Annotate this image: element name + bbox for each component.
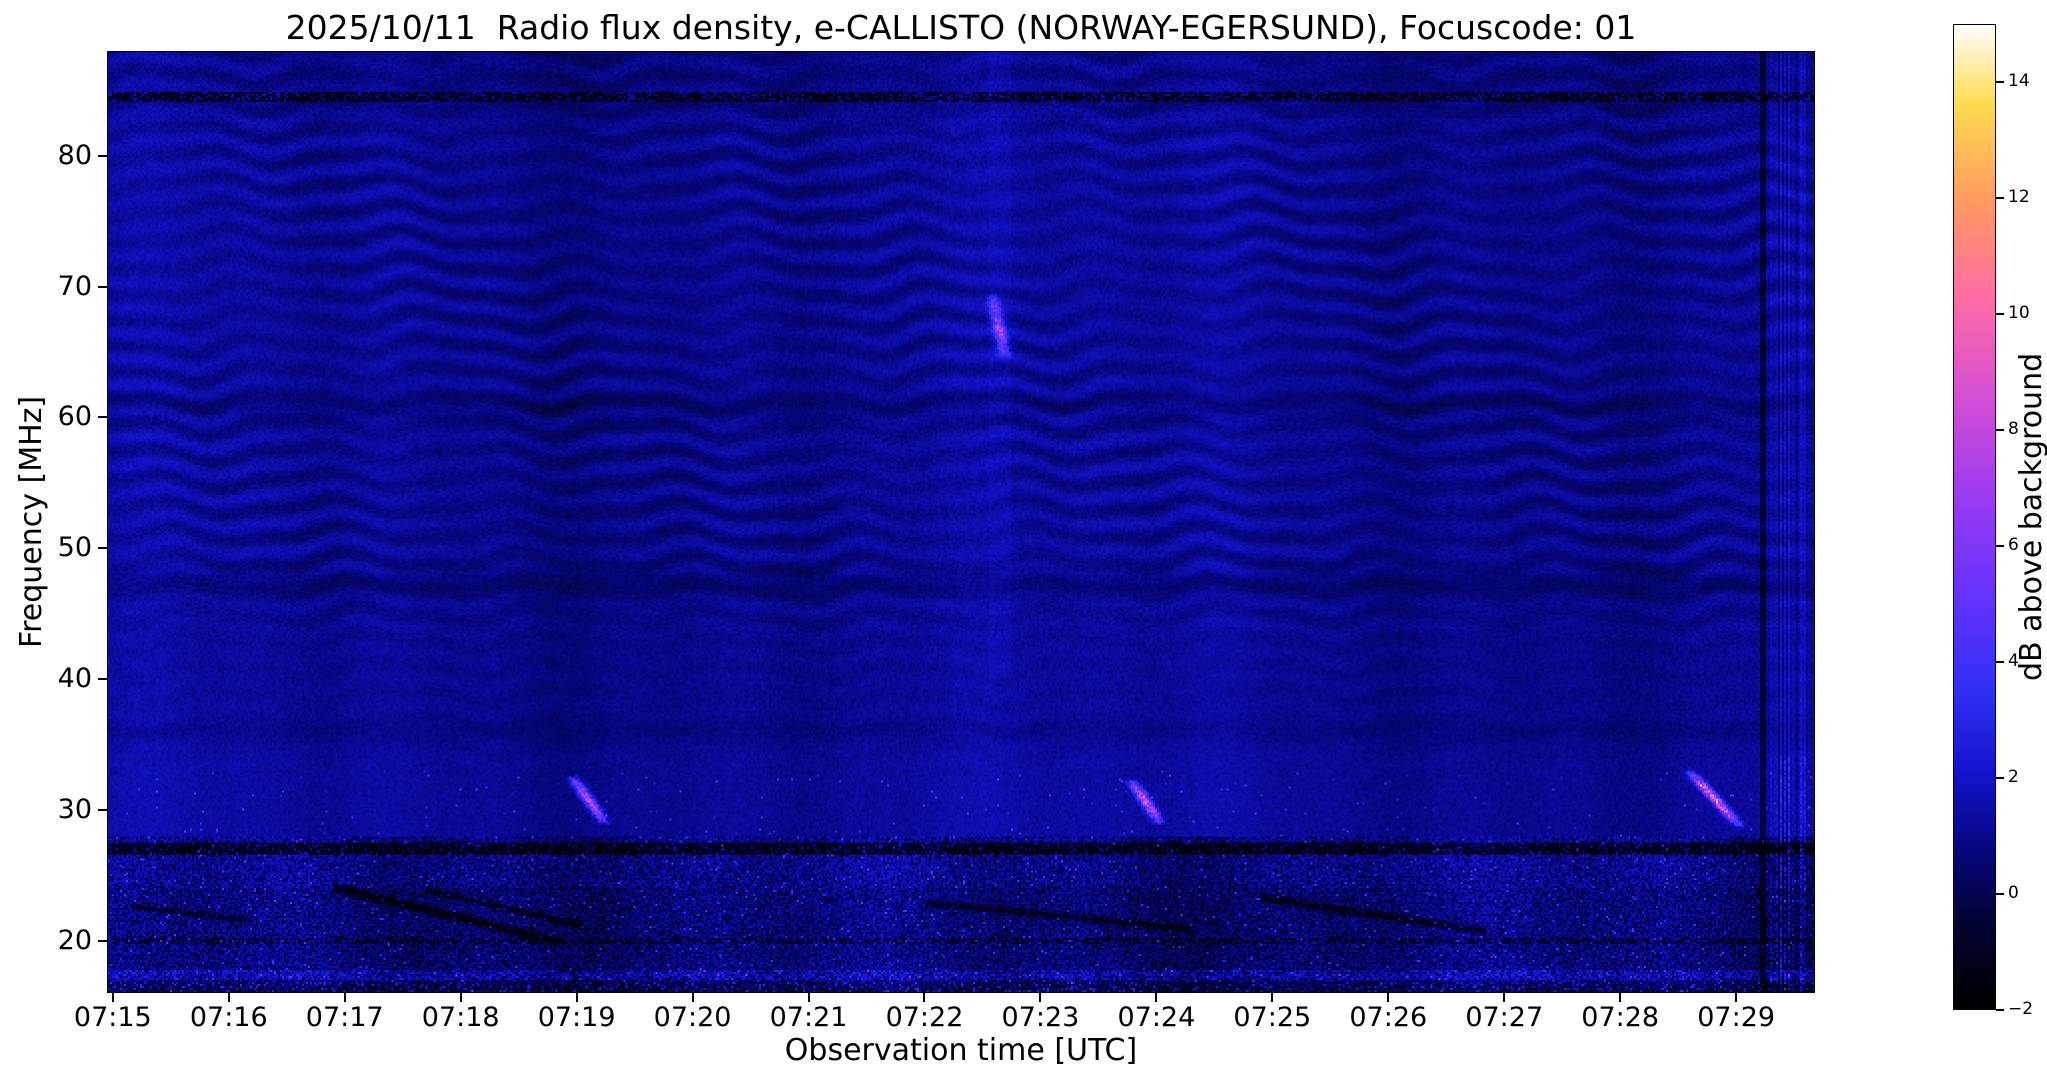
colorbar-tick-label: 14 (2008, 71, 2030, 91)
y-tick-label: 30 (57, 793, 92, 825)
y-tick-label: 80 (57, 139, 92, 171)
y-tick-mark (98, 547, 107, 550)
x-tick-mark (227, 993, 230, 1002)
y-tick-label: 60 (57, 401, 92, 433)
colorbar-tick-label: 10 (2008, 303, 2030, 323)
y-tick-mark (98, 939, 107, 942)
x-tick-label: 07:23 (1001, 1002, 1080, 1033)
x-tick-mark (1039, 993, 1042, 1002)
colorbar-tick-mark (1996, 661, 2004, 663)
x-tick-label: 07:19 (537, 1002, 616, 1033)
spectrogram-canvas (108, 52, 1814, 992)
x-axis-label: Observation time [UTC] (784, 1033, 1138, 1067)
x-tick-label: 07:21 (769, 1002, 848, 1033)
y-axis-label: Frequency [MHz] (14, 395, 49, 649)
x-tick-mark (807, 993, 810, 1002)
colorbar-tick-mark (1996, 429, 2004, 431)
y-tick-mark (98, 154, 107, 157)
spectrogram-plot-area (107, 51, 1815, 993)
x-tick-label: 07:17 (305, 1002, 384, 1033)
y-tick-label: 50 (57, 532, 92, 564)
x-tick-label: 07:25 (1233, 1002, 1312, 1033)
x-tick-mark (923, 993, 926, 1002)
colorbar-tick-mark (1996, 313, 2004, 315)
colorbar-tick-label: 0 (2008, 883, 2019, 903)
x-tick-mark (1619, 993, 1622, 1002)
x-tick-mark (1155, 993, 1158, 1002)
colorbar-tick-label: 4 (2008, 651, 2019, 671)
x-tick-label: 07:29 (1697, 1002, 1776, 1033)
x-tick-label: 07:15 (73, 1002, 152, 1033)
x-tick-label: 07:24 (1117, 1002, 1196, 1033)
colorbar-tick-label: 2 (2008, 767, 2019, 787)
colorbar-tick-label: 12 (2008, 187, 2030, 207)
chart-title: 2025/10/11 Radio flux density, e-CALLIST… (285, 8, 1637, 47)
colorbar-tick-label: 8 (2008, 419, 2019, 439)
x-tick-mark (1503, 993, 1506, 1002)
x-tick-mark (575, 993, 578, 1002)
x-tick-mark (111, 993, 114, 1002)
y-tick-mark (98, 678, 107, 680)
x-tick-mark (1387, 993, 1390, 1002)
y-tick-label: 20 (57, 924, 92, 956)
x-tick-label: 07:28 (1581, 1002, 1660, 1033)
x-tick-mark (691, 993, 694, 1002)
x-tick-mark (459, 993, 462, 1002)
y-tick-label: 70 (57, 270, 92, 302)
x-tick-label: 07:22 (885, 1002, 964, 1033)
colorbar (1953, 24, 1996, 1010)
x-tick-label: 07:16 (189, 1002, 268, 1033)
y-tick-mark (98, 285, 107, 288)
colorbar-label: dB above background (2014, 352, 2047, 682)
colorbar-tick-mark (1996, 545, 2004, 547)
x-tick-mark (343, 993, 346, 1002)
colorbar-tick-label: 6 (2008, 535, 2019, 555)
x-tick-label: 07:27 (1465, 1002, 1544, 1033)
x-tick-mark (1735, 993, 1738, 1002)
colorbar-tick-mark (1996, 197, 2004, 199)
colorbar-tick-label: −2 (2008, 999, 2034, 1019)
colorbar-tick-mark (1996, 81, 2004, 83)
colorbar-tick-mark (1996, 893, 2004, 895)
x-tick-label: 07:20 (653, 1002, 732, 1033)
colorbar-tick-mark (1996, 1009, 2004, 1011)
x-tick-mark (1271, 993, 1274, 1002)
y-tick-mark (98, 416, 107, 419)
colorbar-tick-mark (1996, 777, 2004, 779)
y-tick-mark (98, 808, 107, 811)
y-tick-label: 40 (57, 663, 92, 694)
colorbar-gradient-canvas (1954, 25, 1995, 1009)
x-tick-label: 07:18 (421, 1002, 500, 1033)
x-tick-label: 07:26 (1349, 1002, 1428, 1033)
